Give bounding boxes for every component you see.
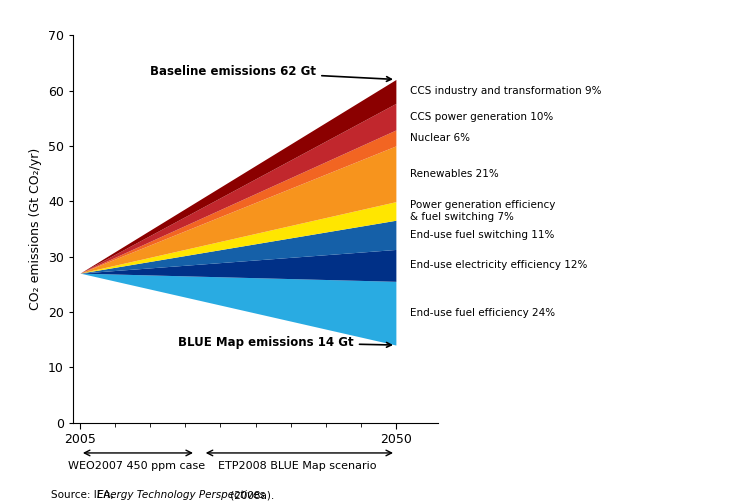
Text: End-use fuel switching 11%: End-use fuel switching 11%: [410, 230, 554, 240]
Text: CCS industry and transformation 9%: CCS industry and transformation 9%: [410, 87, 602, 97]
Text: (2008a).: (2008a).: [227, 490, 274, 500]
Text: Source: IEA,: Source: IEA,: [51, 490, 117, 500]
Text: ETP2008 BLUE Map scenario: ETP2008 BLUE Map scenario: [218, 461, 377, 471]
Text: Energy Technology Perspectives: Energy Technology Perspectives: [97, 490, 265, 500]
Text: End-use electricity efficiency 12%: End-use electricity efficiency 12%: [410, 261, 588, 271]
Text: WEO2007 450 ppm case: WEO2007 450 ppm case: [68, 461, 204, 471]
Text: Renewables 21%: Renewables 21%: [410, 169, 499, 179]
Text: Power generation efficiency
& fuel switching 7%: Power generation efficiency & fuel switc…: [410, 200, 556, 222]
Text: BLUE Map emissions 14 Gt: BLUE Map emissions 14 Gt: [178, 336, 391, 349]
Text: Baseline emissions 62 Gt: Baseline emissions 62 Gt: [150, 65, 391, 81]
Text: CCS power generation 10%: CCS power generation 10%: [410, 112, 553, 122]
Text: Nuclear 6%: Nuclear 6%: [410, 133, 470, 143]
Y-axis label: CO₂ emissions (Gt CO₂/yr): CO₂ emissions (Gt CO₂/yr): [29, 148, 42, 310]
Text: End-use fuel efficiency 24%: End-use fuel efficiency 24%: [410, 308, 555, 318]
